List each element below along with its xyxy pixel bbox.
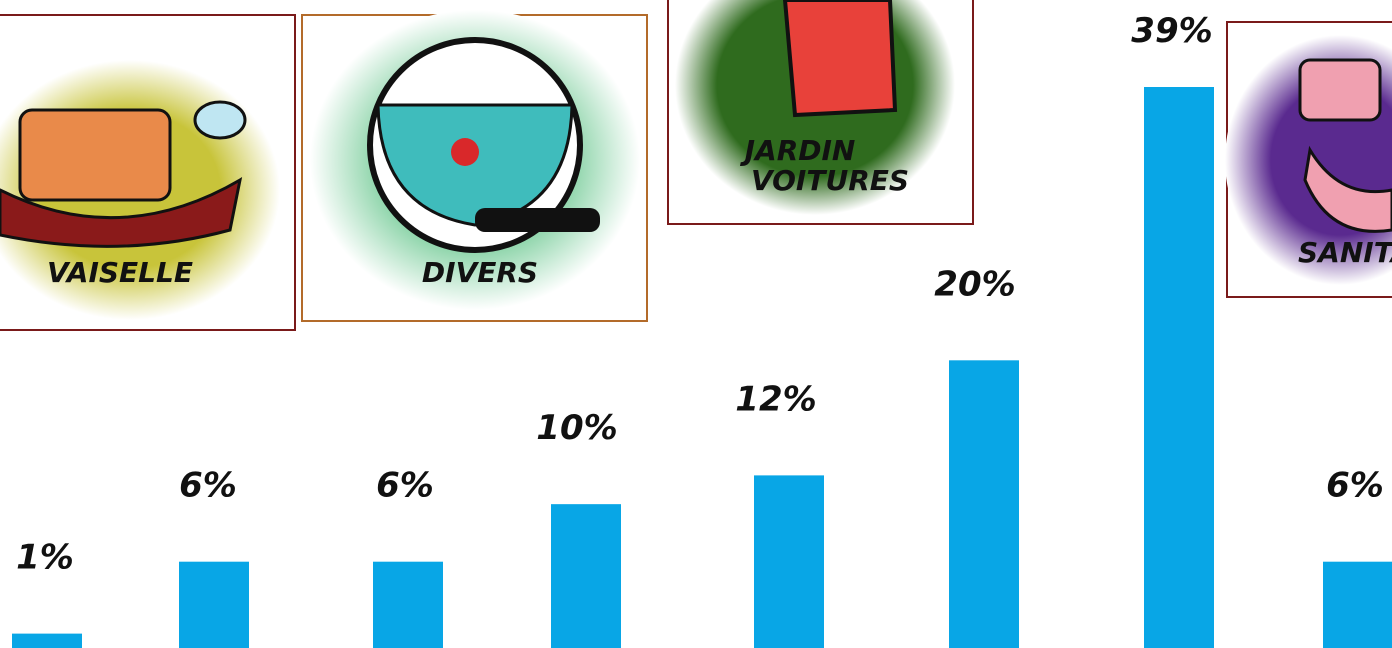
bar [754, 475, 824, 648]
value-label: 6% [1326, 466, 1384, 506]
illustration-caption: VOITURES [751, 164, 909, 197]
illustration-caption: JARDIN [740, 134, 856, 167]
illustration: VAISELLE [0, 14, 296, 331]
value-label: 12% [735, 379, 816, 419]
bar [1144, 87, 1214, 648]
bar [12, 633, 82, 648]
value-label: 6% [179, 466, 237, 506]
illustration: SANITA [1225, 21, 1392, 298]
illustration-caption: VAISELLE [47, 256, 193, 289]
bar [179, 561, 249, 648]
bar [551, 504, 621, 648]
illustration: DIVERS [301, 10, 648, 322]
value-label: 10% [536, 408, 617, 448]
bar [373, 561, 443, 648]
bar [1323, 561, 1392, 648]
value-label: 1% [16, 538, 74, 578]
illustration-caption: DIVERS [422, 256, 538, 289]
illustration: JARDIN VOITURES [667, 0, 974, 225]
value-label: 20% [934, 264, 1015, 304]
bars: 1% 6% 6% 10% 12% 20% 39% 6% [12, 11, 1392, 648]
illustration-caption: SANITA [1298, 236, 1392, 269]
bar [949, 360, 1019, 648]
value-label: 6% [376, 466, 434, 506]
value-label: 39% [1131, 11, 1212, 51]
